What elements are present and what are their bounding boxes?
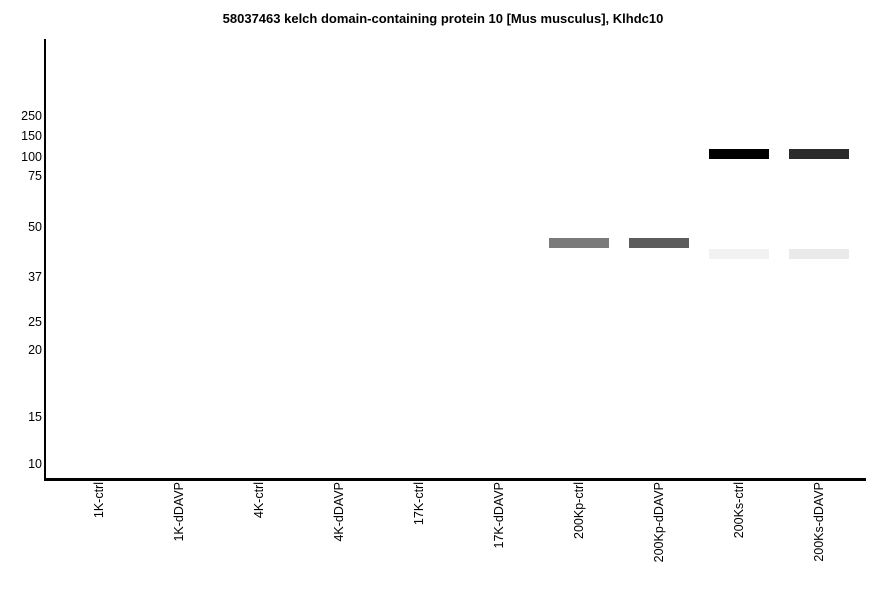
- x-lane-label-200Ks-ctrl: 200Ks-ctrl: [732, 482, 746, 539]
- y-tick-label-150: 150: [21, 129, 42, 143]
- y-tick-label-25: 25: [28, 315, 42, 329]
- y-tick-label-100: 100: [21, 150, 42, 164]
- x-lane-label-1K-dDAVP: 1K-dDAVP: [172, 482, 186, 542]
- y-tick-label-10: 10: [28, 457, 42, 471]
- gel-band-200Ks-ctrl-42kda: [709, 249, 769, 259]
- gel-band-200Ks-dDAVP-105kda: [789, 149, 849, 159]
- x-lane-label-4K-dDAVP: 4K-dDAVP: [332, 482, 346, 542]
- gel-band-200Kp-dDAVP-45kda: [629, 238, 689, 248]
- y-tick-label-15: 15: [28, 410, 42, 424]
- gel-band-200Ks-ctrl-105kda: [709, 149, 769, 159]
- x-lane-label-200Ks-dDAVP: 200Ks-dDAVP: [812, 482, 826, 562]
- x-lane-label-4K-ctrl: 4K-ctrl: [252, 482, 266, 519]
- x-lane-label-1K-ctrl: 1K-ctrl: [92, 482, 106, 519]
- x-lane-label-200Kp-dDAVP: 200Kp-dDAVP: [652, 482, 666, 563]
- x-lane-label-17K-ctrl: 17K-ctrl: [412, 482, 426, 526]
- x-lane-label-17K-dDAVP: 17K-dDAVP: [492, 482, 506, 549]
- y-tick-label-37: 37: [28, 270, 42, 284]
- y-tick-label-20: 20: [28, 343, 42, 357]
- x-axis-line: [44, 478, 866, 481]
- y-tick-label-50: 50: [28, 220, 42, 234]
- y-tick-label-75: 75: [28, 169, 42, 183]
- y-axis-line: [44, 39, 46, 480]
- y-tick-label-250: 250: [21, 109, 42, 123]
- gel-band-200Kp-ctrl-45kda: [549, 238, 609, 248]
- gel-band-200Ks-dDAVP-42kda: [789, 249, 849, 259]
- chart-title: 58037463 kelch domain-containing protein…: [222, 11, 664, 26]
- x-lane-label-200Kp-ctrl: 200Kp-ctrl: [572, 482, 586, 539]
